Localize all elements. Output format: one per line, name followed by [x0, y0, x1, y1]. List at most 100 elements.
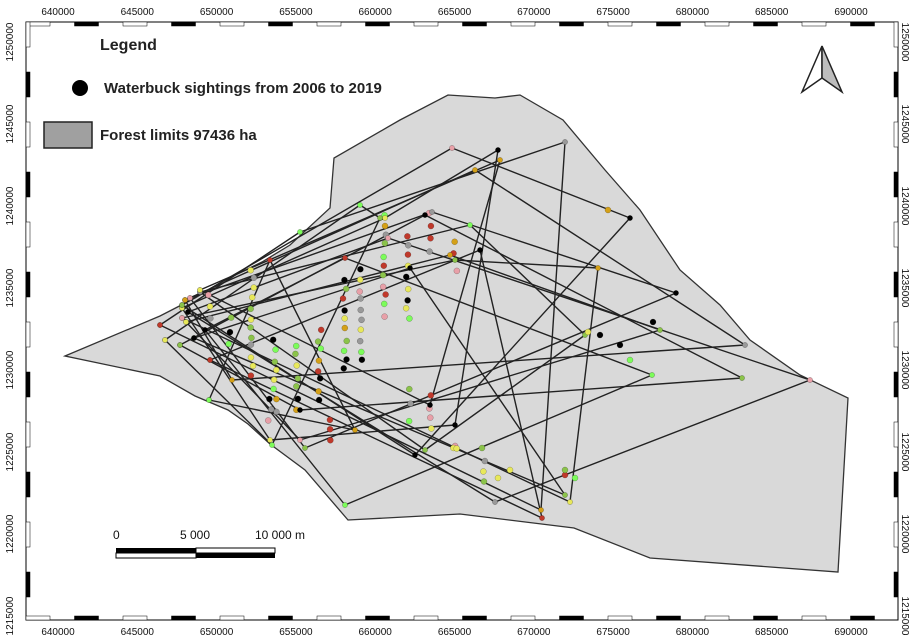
sighting-point: [385, 235, 391, 241]
sighting-point: [562, 139, 568, 145]
sighting-point: [381, 313, 388, 320]
sighting-point: [402, 305, 410, 312]
sighting-point: [197, 287, 203, 293]
sighting-point: [447, 252, 453, 258]
sighting-point: [292, 342, 300, 350]
sighting-point: [481, 457, 489, 465]
sighting-point: [339, 295, 347, 302]
y-tick-right: 1245000: [899, 105, 910, 144]
x-tick-top: 685000: [755, 7, 789, 18]
sighting-point: [343, 356, 350, 363]
sighting-point: [472, 167, 478, 173]
sighting-point: [477, 247, 483, 253]
x-tick-bottom: 680000: [676, 627, 710, 638]
sighting-point: [494, 474, 502, 482]
sighting-point: [427, 222, 435, 230]
sighting-point: [342, 502, 348, 508]
sighting-point: [247, 324, 254, 331]
sighting-point: [273, 408, 280, 416]
sighting-point: [247, 372, 255, 379]
y-tick-right: 1215000: [899, 597, 910, 636]
sighting-point: [247, 305, 254, 313]
sighting-point: [404, 285, 412, 293]
y-tick-left: 1220000: [5, 514, 16, 553]
sighting-point: [405, 417, 413, 425]
sighting-point: [356, 288, 363, 295]
sighting-point: [405, 242, 412, 249]
sighting-point: [467, 222, 473, 228]
sighting-point: [206, 303, 214, 310]
sighting-point: [649, 372, 655, 378]
sighting-point: [266, 395, 273, 403]
sighting-point: [267, 437, 273, 443]
sighting-point: [314, 368, 322, 375]
sighting-point: [453, 267, 461, 275]
sighting-point: [506, 466, 514, 474]
sighting-point: [302, 445, 308, 451]
sighting-point: [185, 309, 191, 315]
sighting-point: [229, 377, 235, 383]
sighting-point: [561, 466, 569, 474]
sighting-point: [428, 425, 435, 432]
sighting-point: [317, 326, 325, 334]
sighting-point: [492, 499, 498, 505]
sighting-point: [327, 437, 334, 444]
sighting-point: [567, 499, 573, 505]
y-tick-right: 1235000: [899, 269, 910, 308]
sighting-point: [269, 336, 277, 344]
sighting-point: [626, 356, 634, 364]
x-tick-bottom: 640000: [41, 627, 75, 638]
sighting-point: [250, 274, 258, 281]
legend-grey-rectangle-icon: [43, 121, 93, 149]
sighting-point: [356, 276, 364, 284]
x-tick-bottom: 655000: [279, 627, 313, 638]
sighting-point: [407, 400, 414, 407]
y-tick-left: 1230000: [5, 350, 16, 389]
sighting-point: [356, 337, 364, 345]
sighting-point: [317, 345, 325, 352]
sighting-point: [358, 316, 365, 324]
sighting-point: [406, 315, 413, 322]
sighting-point: [297, 229, 303, 235]
sighting-point: [341, 276, 348, 284]
sighting-point: [227, 314, 235, 321]
y-tick-left: 1225000: [5, 432, 16, 471]
sighting-point: [358, 348, 365, 356]
y-tick-right: 1230000: [899, 351, 910, 390]
sighting-point: [342, 255, 348, 261]
x-tick-top: 690000: [834, 7, 868, 18]
sighting-point: [293, 383, 300, 390]
sighting-point: [162, 337, 168, 343]
sighting-point: [179, 315, 185, 321]
sighting-point: [248, 334, 255, 342]
sighting-point: [202, 327, 208, 333]
track-line: [208, 259, 356, 431]
sighting-point: [407, 265, 413, 271]
sighting-point: [249, 362, 257, 370]
sighting-point: [478, 444, 486, 452]
sighting-point: [226, 328, 234, 336]
sighting-point: [449, 145, 455, 151]
sighting-point: [225, 340, 232, 348]
sighting-point: [427, 414, 434, 421]
sighting-point: [157, 322, 163, 328]
y-tick-left: 1235000: [5, 268, 16, 307]
sighting-point: [352, 427, 358, 433]
sighting-point: [604, 206, 612, 214]
sighting-point: [404, 233, 411, 240]
sighting-point: [207, 357, 213, 363]
sighting-point: [341, 315, 348, 322]
sighting-point: [402, 273, 410, 281]
sighting-point: [340, 347, 348, 355]
sighting-points: [157, 139, 813, 521]
sighting-point: [495, 147, 501, 153]
sighting-point: [562, 492, 568, 498]
legend: Legend Waterbuck sightings from 2006 to …: [43, 37, 382, 149]
sighting-point: [357, 202, 363, 208]
y-tick-right: 1240000: [899, 187, 910, 226]
sighting-point: [379, 283, 387, 291]
x-tick-bottom: 650000: [200, 627, 234, 638]
sighting-point: [406, 385, 413, 393]
legend-item-sightings: Waterbuck sightings from 2006 to 2019: [104, 80, 382, 97]
